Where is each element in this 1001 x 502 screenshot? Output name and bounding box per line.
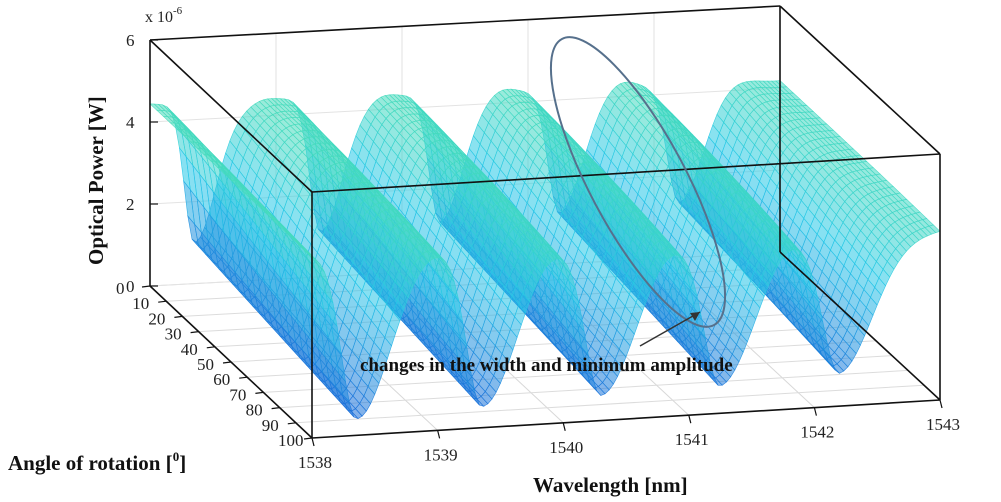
z-tick-label: 0 bbox=[126, 277, 135, 296]
x-tick-mark bbox=[813, 407, 817, 416]
box-edge bbox=[149, 5, 781, 41]
x-tick-label: 1539 bbox=[424, 445, 458, 464]
y-tick-mark bbox=[239, 376, 248, 379]
y-tick-mark bbox=[255, 391, 264, 394]
x-tick-mark bbox=[939, 399, 943, 409]
surface-mesh bbox=[149, 80, 941, 419]
x-tick-mark bbox=[688, 415, 692, 424]
x-axis-label: Wavelength [nm] bbox=[533, 473, 688, 497]
y-tick-mark bbox=[271, 407, 280, 410]
y-axis-label: Angle of rotation [0] bbox=[8, 449, 186, 475]
x-tick-mark bbox=[562, 422, 566, 431]
x-tick-label: 1541 bbox=[675, 430, 709, 449]
y-tick-label: 40 bbox=[181, 340, 198, 359]
z-exponent-label: x 10-6 bbox=[145, 5, 183, 26]
y-tick-label: 90 bbox=[262, 416, 279, 435]
y-tick-label: 30 bbox=[165, 325, 182, 344]
y-tick-label: 50 bbox=[197, 355, 214, 374]
y-tick-mark bbox=[222, 361, 232, 364]
z-axis-ticks: 0 2 4 6 bbox=[126, 31, 158, 296]
y-tick-label: 10 bbox=[132, 294, 149, 313]
y-tick-mark bbox=[158, 300, 167, 303]
x-tick-mark bbox=[311, 437, 315, 447]
y-tick-label: 80 bbox=[246, 401, 263, 420]
z-axis-label: Optical Power [W] bbox=[84, 96, 108, 265]
y-tick-label: 70 bbox=[229, 385, 246, 404]
x-tick-mark bbox=[437, 430, 441, 439]
x-tick-label: 1542 bbox=[800, 423, 834, 442]
x-tick-label: 1540 bbox=[549, 438, 583, 457]
x-tick-label: 1538 bbox=[298, 453, 332, 472]
y-tick-label: 100 bbox=[278, 431, 304, 450]
y-tick-label: 60 bbox=[213, 370, 230, 389]
z-tick-label: 6 bbox=[126, 31, 135, 50]
x-tick-label: 1543 bbox=[926, 415, 960, 434]
y-tick-mark bbox=[174, 315, 183, 318]
y-tick-mark bbox=[190, 331, 199, 334]
annotation-text: changes in the width and minimum amplitu… bbox=[360, 355, 733, 376]
x-axis-ticks: 1538 1539 1540 1541 1542 1543 bbox=[298, 399, 960, 472]
floor-grid-line-y bbox=[279, 369, 909, 409]
y-tick-mark bbox=[287, 422, 296, 425]
box-edge bbox=[311, 399, 941, 439]
y-tick-mark bbox=[141, 285, 151, 288]
z-tick-label: 2 bbox=[126, 195, 135, 214]
y-tick-mark bbox=[206, 346, 215, 349]
z-tick-label: 4 bbox=[126, 113, 135, 132]
floor-grid-line-y bbox=[295, 384, 925, 424]
y-tick-label: 0 bbox=[116, 279, 125, 298]
y-tick-mark bbox=[303, 437, 313, 440]
y-tick-label: 20 bbox=[148, 309, 165, 328]
